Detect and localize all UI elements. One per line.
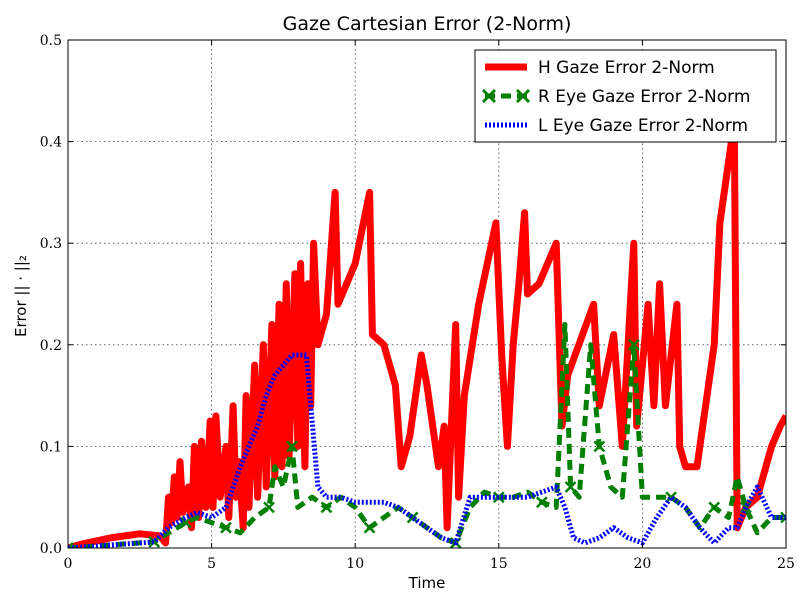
x-tick-label: 15 xyxy=(490,556,508,572)
series-1-point xyxy=(363,521,376,534)
y-tick-label: 0.1 xyxy=(40,439,62,455)
legend-label: H Gaze Error 2-Norm xyxy=(538,58,715,78)
series-1-point xyxy=(627,338,640,351)
x-axis-label: Time xyxy=(408,574,446,592)
legend-item: L Eye Gaze Error 2-Norm xyxy=(485,116,748,136)
x-tick-label: 10 xyxy=(346,556,364,572)
legend-marker xyxy=(481,88,497,104)
series-1-point xyxy=(286,440,298,453)
series-1-point xyxy=(708,501,721,514)
series-line-0 xyxy=(68,117,786,548)
series-1-point xyxy=(320,501,333,514)
legend-item: H Gaze Error 2-Norm xyxy=(485,58,715,78)
plot-frame xyxy=(67,39,787,549)
series-1-point xyxy=(148,536,161,548)
series-1-point xyxy=(179,516,192,529)
series-1-point xyxy=(780,511,786,524)
series-1-point xyxy=(593,440,606,453)
y-tick-label: 0.4 xyxy=(40,135,62,151)
y-tick-label: 0.0 xyxy=(40,541,62,557)
series-line-2 xyxy=(68,352,786,548)
ticks: 0 5 10 15 20 25 0.0 0.1 0.2 0.3 0.4 0.5 xyxy=(40,33,795,572)
legend: H Gaze Error 2-Norm R Eye Gaze Error 2-No… xyxy=(474,49,777,143)
series-1-point xyxy=(263,501,275,514)
legend-marker xyxy=(515,88,531,104)
series-1-point xyxy=(535,496,548,509)
series-1-point xyxy=(220,521,232,534)
series-layer xyxy=(68,117,786,548)
x-tick-label: 5 xyxy=(207,556,216,572)
legend-item: R Eye Gaze Error 2-Norm xyxy=(481,87,750,107)
y-tick-label: 0.5 xyxy=(40,33,62,49)
chart-title: Gaze Cartesian Error (2-Norm) xyxy=(283,13,572,35)
series-1-point xyxy=(564,481,577,493)
y-tick-label: 0.2 xyxy=(40,338,62,354)
x-tick-label: 0 xyxy=(64,556,73,572)
y-axis-label: Error || · ||₂ xyxy=(12,255,30,337)
series-1-point xyxy=(665,491,678,504)
series-1-point xyxy=(406,511,419,524)
x-tick-label: 20 xyxy=(633,556,651,572)
x-tick-label: 25 xyxy=(777,556,795,572)
y-tick-label: 0.3 xyxy=(40,236,62,252)
legend-label: R Eye Gaze Error 2-Norm xyxy=(538,87,750,107)
series-1-point xyxy=(68,542,74,548)
legend-label: L Eye Gaze Error 2-Norm xyxy=(538,116,748,136)
